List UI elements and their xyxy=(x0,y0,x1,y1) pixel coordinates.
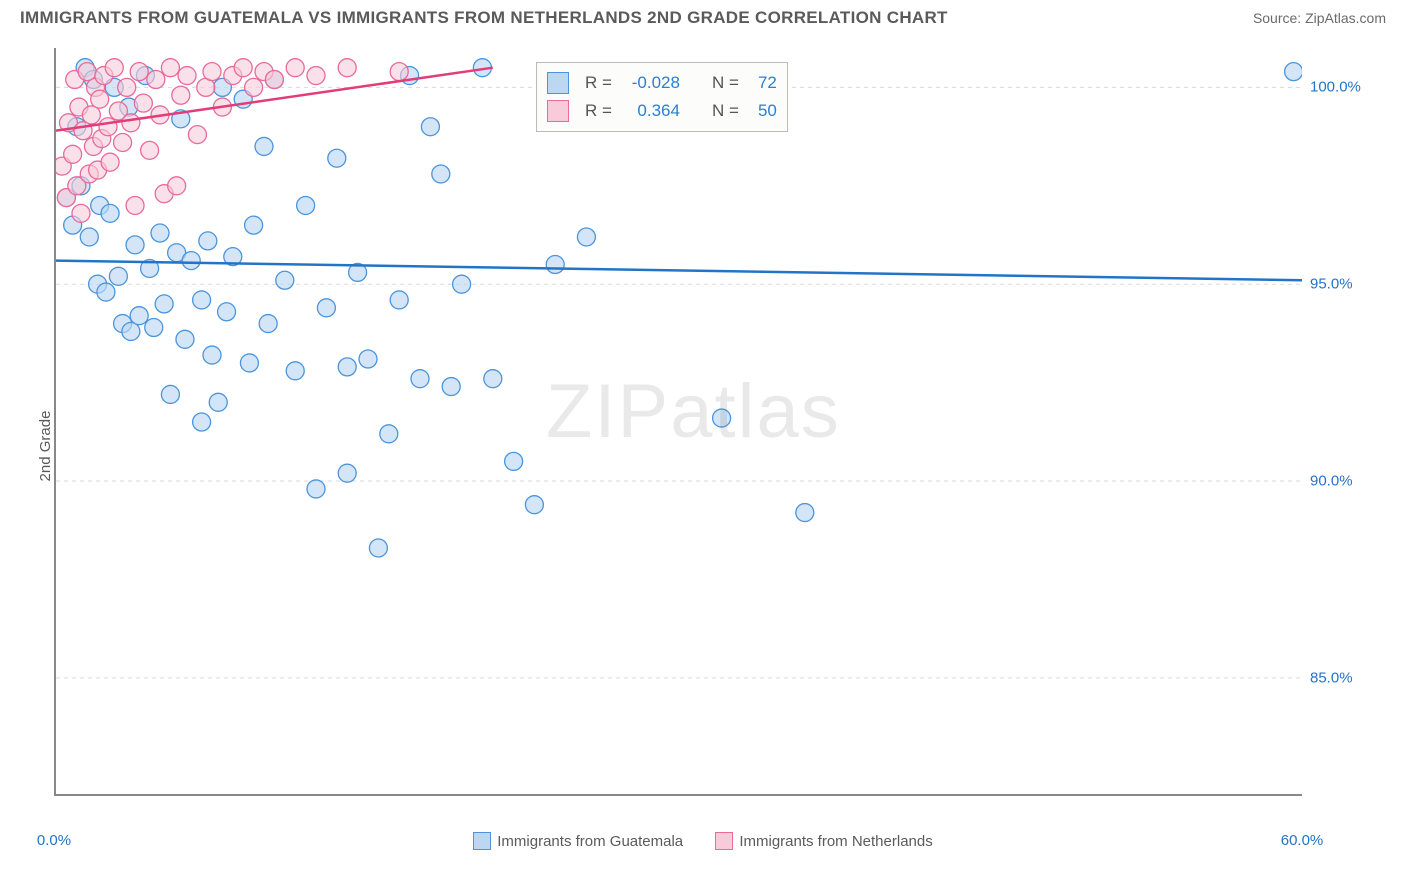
scatter-chart xyxy=(56,48,1302,794)
r-value: 0.364 xyxy=(622,101,680,121)
legend-swatch-icon xyxy=(473,832,491,850)
legend-swatch-icon xyxy=(715,832,733,850)
legend-item-guatemala: Immigrants from Guatemala xyxy=(473,832,683,850)
r-value: -0.028 xyxy=(622,73,680,93)
legend-item-netherlands: Immigrants from Netherlands xyxy=(715,832,932,850)
y-tick-label: 85.0% xyxy=(1310,669,1353,686)
y-tick-label: 90.0% xyxy=(1310,473,1353,490)
n-value: 50 xyxy=(749,101,777,121)
y-tick-label: 95.0% xyxy=(1310,276,1353,293)
legend-swatch-icon xyxy=(547,100,569,122)
legend-label: Immigrants from Guatemala xyxy=(497,833,683,850)
r-label: R = xyxy=(585,73,612,93)
legend-swatch-icon xyxy=(547,72,569,94)
plot-area: ZIPatlas R = -0.028 N = 72 R = 0.364 N =… xyxy=(54,48,1302,796)
chart-title: IMMIGRANTS FROM GUATEMALA VS IMMIGRANTS … xyxy=(20,8,948,28)
y-axis-label: 2nd Grade xyxy=(37,411,54,482)
legend-label: Immigrants from Netherlands xyxy=(739,833,932,850)
y-tick-label: 100.0% xyxy=(1310,79,1361,96)
source-credit: Source: ZipAtlas.com xyxy=(1253,10,1386,26)
n-value: 72 xyxy=(749,73,777,93)
bottom-legend: Immigrants from Guatemala Immigrants fro… xyxy=(0,832,1406,854)
n-label: N = xyxy=(712,101,739,121)
r-label: R = xyxy=(585,101,612,121)
n-label: N = xyxy=(712,73,739,93)
stats-legend-box: R = -0.028 N = 72 R = 0.364 N = 50 xyxy=(536,62,788,132)
